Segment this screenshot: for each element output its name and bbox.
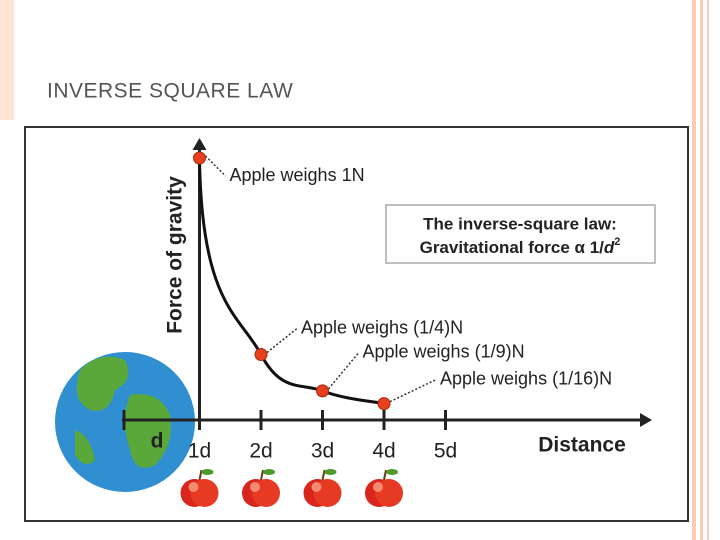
leader-line: [389, 378, 437, 403]
leader-line: [266, 327, 298, 354]
apple-stem: [321, 469, 326, 481]
y-axis-arrow: [192, 138, 207, 150]
apple-highlight: [188, 482, 199, 492]
law-formula-text: Gravitational force α 1/: [420, 238, 605, 257]
apple-stem: [198, 469, 203, 481]
apple-highlight: [311, 482, 322, 492]
apple-leaf: [386, 469, 398, 475]
law-variable: d: [604, 238, 615, 257]
data-label: Apple weighs (1/9)N: [363, 342, 525, 362]
border-decoration: [692, 0, 696, 540]
data-point: [377, 397, 391, 411]
y-axis-label: Force of gravity: [164, 176, 187, 334]
x-tick-label: 1d: [188, 440, 211, 463]
leader-line: [204, 155, 227, 177]
x-tick-label: 2d: [249, 440, 272, 463]
apple-leaf: [201, 469, 214, 475]
earth-land: [75, 430, 95, 464]
law-box: [385, 204, 656, 264]
law-exponent: 2: [614, 236, 620, 248]
data-label: Apple weighs 1N: [230, 165, 365, 185]
apples: [180, 469, 403, 507]
apple-stem: [260, 469, 264, 481]
slide-title: INVERSE SQUARE LAW: [47, 80, 293, 103]
origin-label: d: [151, 430, 164, 453]
earth-land: [125, 394, 171, 468]
data-point: [193, 151, 206, 165]
x-axis-label: Distance: [538, 434, 626, 457]
law-title: The inverse-square law:: [423, 214, 617, 233]
apple-stem: [383, 469, 387, 481]
data-label: Apple weighs (1/16)N: [440, 368, 612, 388]
law-formula: Gravitational force α 1/d2: [420, 236, 621, 258]
data-point: [254, 348, 268, 361]
data-point: [316, 384, 329, 398]
data-label: Apple weighs (1/4)N: [301, 317, 463, 337]
apple-highlight: [373, 482, 383, 492]
earth-land: [76, 356, 129, 411]
x-axis-arrow: [640, 413, 652, 427]
curve: [198, 157, 385, 406]
x-tick-label: 5d: [434, 440, 457, 463]
border-decoration: [700, 0, 703, 540]
apple-highlight: [250, 482, 260, 492]
x-tick-label: 3d: [311, 440, 334, 463]
border-decoration: [707, 0, 709, 540]
apple-leaf: [324, 469, 337, 475]
border-decoration: [0, 0, 14, 120]
x-tick-label: 4d: [372, 440, 395, 463]
apple-leaf: [263, 469, 275, 475]
